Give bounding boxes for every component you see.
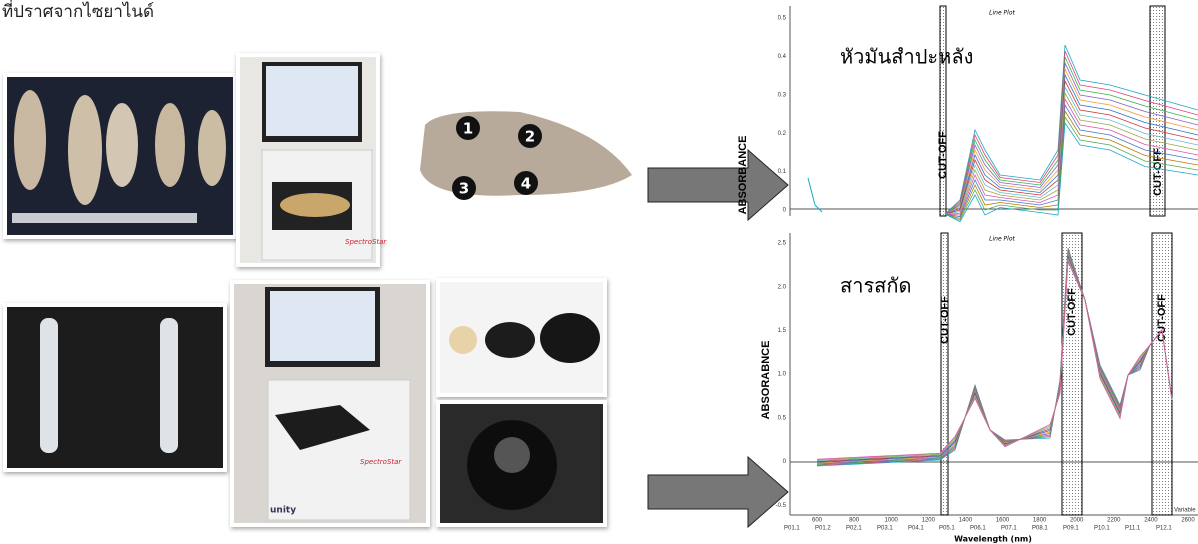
y-tick-label: 0.1	[778, 169, 787, 175]
legend-entry: P10.1	[1094, 526, 1110, 532]
y-axis-label: ABSORBANCE	[737, 136, 749, 215]
photo-tubes	[5, 305, 225, 470]
plot-label: หัวมันสำปะหลัง	[840, 45, 973, 69]
photo-holder	[438, 402, 605, 525]
y-tick-label: 0.2	[778, 131, 787, 137]
legend-entry: P11.1	[1125, 526, 1141, 532]
slide: ที่ปราศจากไซยาไนด์ SpectroStar 1 2 3 4 S…	[0, 0, 1198, 544]
legend-entry: P03.1	[877, 526, 893, 532]
x-tick-label: 1000	[885, 518, 899, 524]
y-tick-label: 0.5	[778, 415, 787, 421]
legend-entry: P02.1	[846, 526, 862, 532]
legend-entry: P01.2	[815, 526, 831, 532]
y-tick-label: 0.5	[778, 16, 787, 22]
legend-entry: P09.1	[1063, 526, 1079, 532]
x-tick-label: 2600	[1181, 518, 1195, 524]
x-tick-label: 1600	[996, 518, 1010, 524]
y-tick-label: 0	[783, 208, 787, 214]
x-tick-label: 2200	[1107, 518, 1121, 524]
x-tick-label: 2400	[1144, 518, 1158, 524]
photo-tubers	[5, 75, 235, 237]
y-tick-label: 2.5	[778, 241, 787, 247]
point-label: 4	[521, 175, 531, 193]
legend-entry: P04.1	[908, 526, 924, 532]
caption: ที่ปราศจากไซยาไนด์	[2, 0, 154, 22]
brand: SpectroStar	[345, 238, 387, 246]
brand: SpectroStar	[360, 458, 402, 466]
y-tick-label: 0.3	[778, 92, 787, 98]
y-tick-label: 1.5	[778, 328, 787, 334]
cutoff: CUT-OFF	[1156, 294, 1168, 342]
legend-entry: P12.1	[1156, 526, 1172, 532]
y-tick-label: 0.4	[778, 54, 787, 60]
cutoff: CUT-OFF	[1152, 148, 1164, 196]
legend-title: Variable	[1174, 508, 1196, 514]
arrow	[648, 457, 788, 527]
legend-entry: P08.1	[1032, 526, 1048, 532]
x-tick-label: 2000	[1070, 518, 1084, 524]
x-axis-label: Wavelength (nm)	[954, 535, 1032, 544]
x-tick-label: 1800	[1033, 518, 1047, 524]
y-tick-label: 1.0	[778, 372, 787, 378]
cutoff: CUT-OFF	[1066, 288, 1078, 336]
bottom-plot: Line Plot สารสกัด CUT-OFF CUT-OFF CUT-OF…	[760, 233, 1198, 544]
photo-device-2: SpectroStar unity	[232, 282, 428, 525]
cutoff: CUT-OFF	[937, 131, 949, 179]
x-tick-label: 1400	[959, 518, 973, 524]
legend-entry: P07.1	[1001, 526, 1017, 532]
legend-entry: P05.1	[939, 526, 955, 532]
y-tick-label: 2.0	[778, 284, 787, 290]
y-axis-label: ABSORABNCE	[760, 341, 772, 420]
cutoff: CUT-OFF	[939, 296, 951, 344]
plot-title: Line Plot	[989, 236, 1015, 243]
point-label: 3	[459, 180, 469, 198]
top-plot: Line Plot หัวมันสำปะหลัง CUT-OFF CUT-OFF…	[737, 6, 1198, 222]
plot-label: สารสกัด	[840, 274, 911, 298]
legend-entry: P01.1	[784, 526, 800, 532]
photo-lids	[438, 280, 605, 395]
brand: unity	[270, 506, 296, 516]
x-tick-label: 800	[849, 518, 860, 524]
y-tick-label: -0.5	[776, 503, 787, 509]
arrow	[648, 150, 788, 220]
x-tick-label: 1200	[922, 518, 936, 524]
plot-title: Line Plot	[989, 10, 1015, 17]
legend-entry: P06.1	[970, 526, 986, 532]
x-tick-label: 600	[812, 518, 823, 524]
photo-device: SpectroStar	[238, 55, 387, 265]
point-label: 2	[525, 128, 535, 146]
point-label: 1	[463, 120, 473, 138]
y-tick-label: 0	[783, 459, 787, 465]
